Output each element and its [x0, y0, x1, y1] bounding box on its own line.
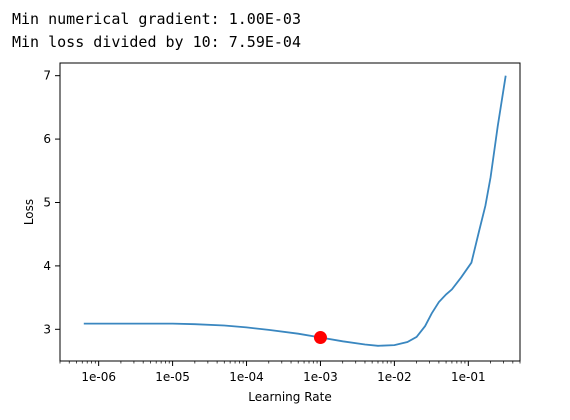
min-gradient-text: Min numerical gradient: 1.00E-03	[12, 10, 301, 28]
loss-line	[83, 75, 507, 347]
y-axis-label: Loss	[22, 199, 36, 225]
x-tick-label: 1e-02	[377, 370, 412, 384]
x-tick-label: 1e-03	[303, 370, 338, 384]
y-tick-label: 3	[43, 322, 51, 336]
output-text: Min numerical gradient: 1.00E-03 Min loss…	[12, 8, 301, 54]
x-axis-label: Learning Rate	[248, 390, 331, 404]
x-tick-label: 1e-04	[229, 370, 264, 384]
y-tick-label: 6	[43, 132, 51, 146]
x-tick-label: 1e-05	[155, 370, 190, 384]
y-tick-label: 7	[43, 69, 51, 83]
y-tick-label: 5	[43, 195, 51, 209]
y-tick-label: 4	[43, 259, 51, 273]
min-gradient-marker	[313, 331, 327, 345]
min-loss-text: Min loss divided by 10: 7.59E-04	[12, 33, 301, 51]
x-tick-label: 1e-01	[451, 370, 486, 384]
plot-frame	[59, 62, 521, 362]
x-tick-label: 1e-06	[81, 370, 116, 384]
